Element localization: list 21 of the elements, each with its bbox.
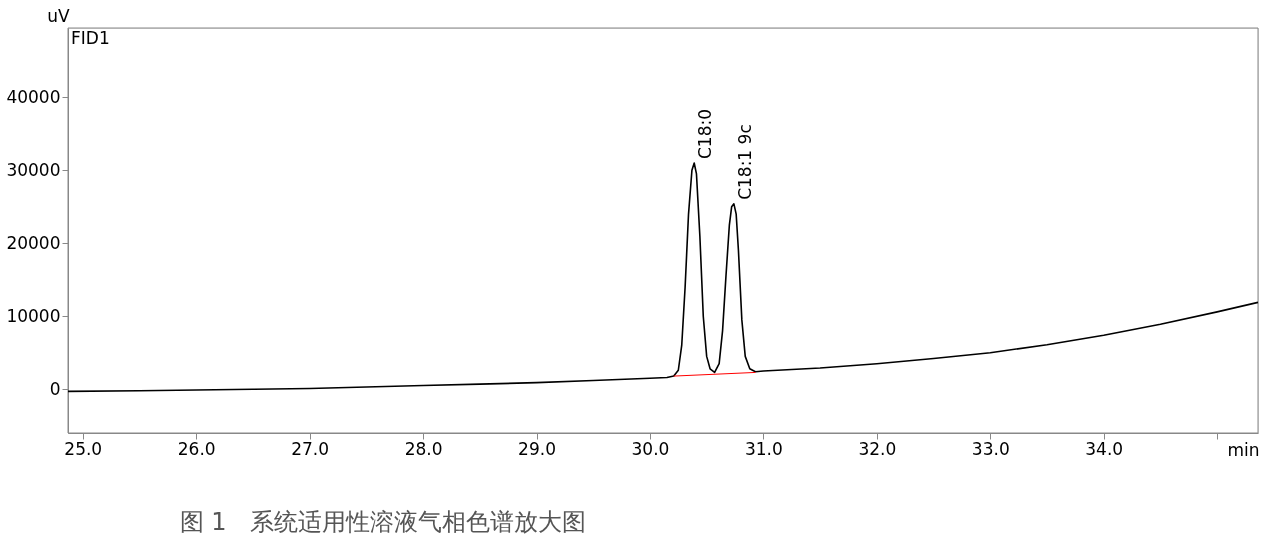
y-tick-label: 40000 [6,86,61,107]
annotation: C18:0 [695,108,716,159]
x-tick-label: 33.0 [971,438,1010,459]
x-tick-label: 29.0 [518,438,556,459]
x-tick-label: 34.0 [1085,438,1124,459]
annotation: C18:1 9c [734,124,755,200]
caption: 图 1 系统适用性溶液气相色谱放大图 [179,508,587,536]
x-tick-label: 31.0 [744,438,783,459]
y-axis-title: uV [47,5,71,26]
x-tick-label: 30.0 [631,438,670,459]
x-axis-title: min [1227,439,1260,460]
x-tick-label: 28.0 [404,438,443,459]
y-tick-label: 20000 [6,232,61,253]
y-tick-label: 10000 [6,305,61,326]
x-tick-label: 25.0 [64,438,103,459]
x-tick-label: 26.0 [177,438,216,459]
x-tick-label: 27.0 [291,438,330,459]
y-tick-label: 30000 [6,159,61,180]
x-tick-label: 32.0 [858,438,897,459]
y-tick-label: 0 [49,378,61,399]
annotation: FID1 [71,28,110,48]
